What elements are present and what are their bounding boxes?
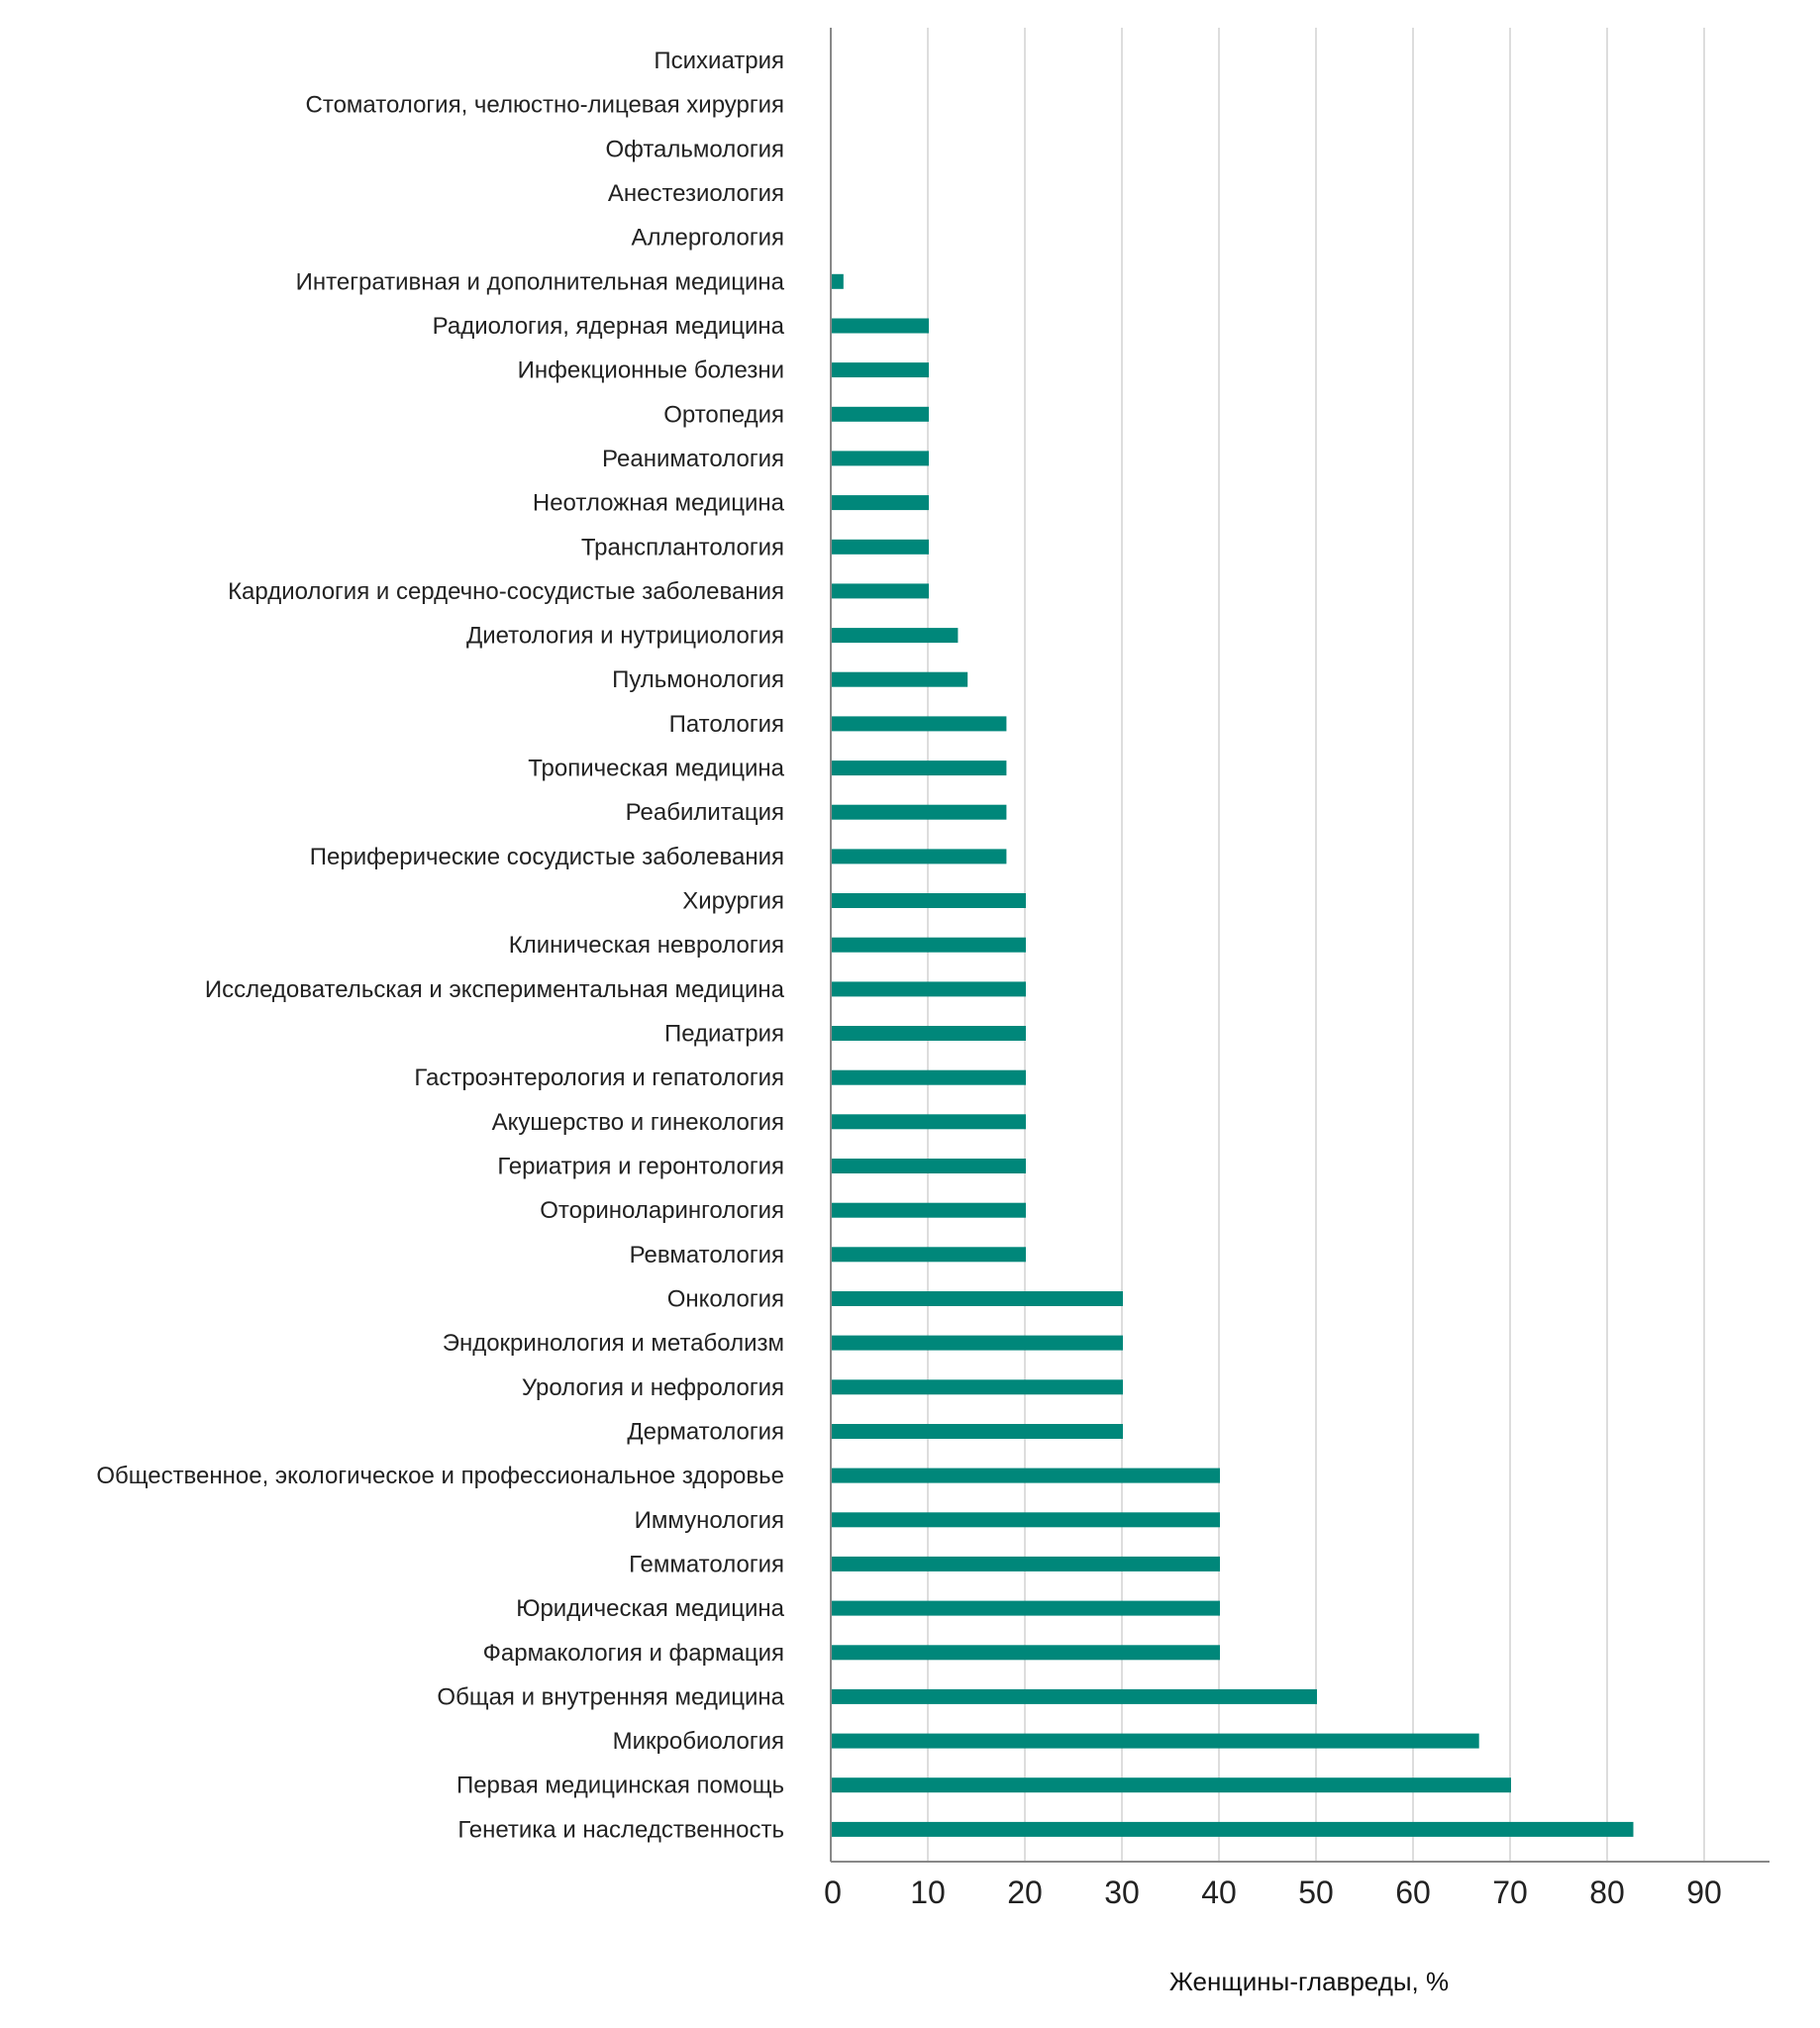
category-label: Радиология, ядерная медицина (433, 313, 785, 340)
bars (832, 273, 1634, 1837)
bar (832, 406, 929, 422)
category-label: Исследовательская и экспериментальная ме… (205, 976, 785, 1003)
x-tick-label: 40 (1201, 1875, 1237, 1910)
category-label: Педиатрия (664, 1021, 784, 1048)
category-label: Хирургия (682, 888, 784, 915)
category-label: Инфекционные болезни (518, 357, 784, 384)
category-label: Общая и внутренняя медицина (437, 1683, 784, 1710)
bar (832, 1026, 1026, 1041)
bar (832, 1468, 1220, 1483)
x-tick-labels: 0 10 20 30 40 50 60 70 80 90 (824, 1875, 1722, 1910)
category-label: Интегративная и дополнительная медицина (296, 268, 785, 295)
x-tick-label: 80 (1589, 1875, 1625, 1910)
category-label: Патология (669, 711, 784, 738)
category-label: Неотложная медицина (533, 490, 785, 517)
bar (832, 318, 929, 334)
bar (832, 1114, 1026, 1130)
bar (832, 1688, 1317, 1704)
category-label: Фармакология и фармация (483, 1640, 784, 1667)
category-label: Периферические сосудистые заболевания (310, 844, 784, 870)
bar (832, 1777, 1511, 1793)
x-tick-label: 30 (1104, 1875, 1140, 1910)
category-label: Трансплантология (581, 534, 784, 560)
category-labels: Психиатрия Стоматология, челюстно-лицевая… (96, 48, 784, 1843)
bar (832, 1159, 1026, 1173)
bar (832, 1733, 1479, 1749)
bar (832, 539, 929, 555)
category-label: Офтальмология (605, 136, 784, 162)
bar (832, 1247, 1026, 1263)
bar (832, 893, 1026, 908)
bar (832, 1556, 1220, 1572)
bar (832, 1600, 1220, 1616)
bar (832, 1424, 1123, 1439)
category-label: Гериатрия и геронтология (497, 1154, 784, 1180)
x-tick-label: 0 (824, 1875, 842, 1910)
x-tick-label: 50 (1298, 1875, 1334, 1910)
category-label: Эндокринология и метаболизм (443, 1330, 784, 1357)
bar (832, 1069, 1026, 1085)
x-tick-label: 60 (1395, 1875, 1431, 1910)
bar (832, 273, 844, 289)
category-label: Пульмонология (612, 666, 784, 693)
bar (832, 1291, 1123, 1306)
category-label: Ревматология (630, 1242, 784, 1268)
category-label: Гастроэнтерология и гепатология (414, 1065, 784, 1091)
category-label: Урология и нефрология (522, 1374, 784, 1401)
bar (832, 1335, 1123, 1351)
bar (832, 1512, 1220, 1528)
category-label: Психиатрия (654, 48, 784, 74)
bar (832, 583, 929, 599)
bar (832, 362, 929, 378)
bar (832, 981, 1026, 997)
category-label: Реабилитация (626, 799, 784, 826)
bar (832, 671, 968, 687)
bar (832, 716, 1007, 732)
category-label: Тропическая медицина (528, 756, 784, 782)
bar (832, 1645, 1220, 1661)
category-label: Общественное, экологическое и профессион… (96, 1463, 784, 1489)
category-label: Клиническая неврология (509, 932, 784, 959)
category-label: Иммунология (635, 1507, 784, 1534)
category-label: Юридическая медицина (516, 1595, 784, 1622)
x-tick-label: 10 (910, 1875, 946, 1910)
category-label: Аллергология (631, 225, 784, 252)
bar (832, 628, 959, 644)
category-label: Генетика и наследственность (457, 1816, 784, 1843)
grid-lines (927, 28, 1705, 1862)
bar (832, 451, 929, 466)
bar (832, 849, 1007, 864)
bar (832, 495, 929, 511)
category-label: Оториноларингология (540, 1197, 784, 1224)
category-label: Анестезиология (608, 180, 784, 207)
category-label: Диетология и нутрициология (466, 623, 784, 650)
bar (832, 760, 1007, 776)
category-label: Реаниматология (602, 446, 784, 472)
category-label: Ортопедия (663, 401, 784, 428)
x-tick-label: 70 (1492, 1875, 1528, 1910)
category-label: Гемматология (629, 1551, 784, 1577)
category-label: Акушерство и гинекология (492, 1109, 784, 1136)
category-label: Первая медицинская помощь (456, 1773, 784, 1799)
x-tick-label: 20 (1007, 1875, 1043, 1910)
bar (832, 1821, 1634, 1837)
x-axis-title: Женщины-главреды, % (1169, 1967, 1449, 1996)
bar (832, 937, 1026, 953)
bar (832, 804, 1007, 820)
x-tick-label: 90 (1686, 1875, 1722, 1910)
bar (832, 1379, 1123, 1395)
bar (832, 1202, 1026, 1218)
category-label: Онкология (667, 1286, 784, 1313)
category-label: Стоматология, челюстно-лицевая хирургия (306, 92, 784, 119)
category-label: Микробиология (613, 1728, 784, 1755)
axes (830, 28, 1769, 1863)
category-label: Дерматология (627, 1419, 784, 1446)
category-label: Кардиология и сердечно-сосудистые заболе… (228, 578, 784, 605)
